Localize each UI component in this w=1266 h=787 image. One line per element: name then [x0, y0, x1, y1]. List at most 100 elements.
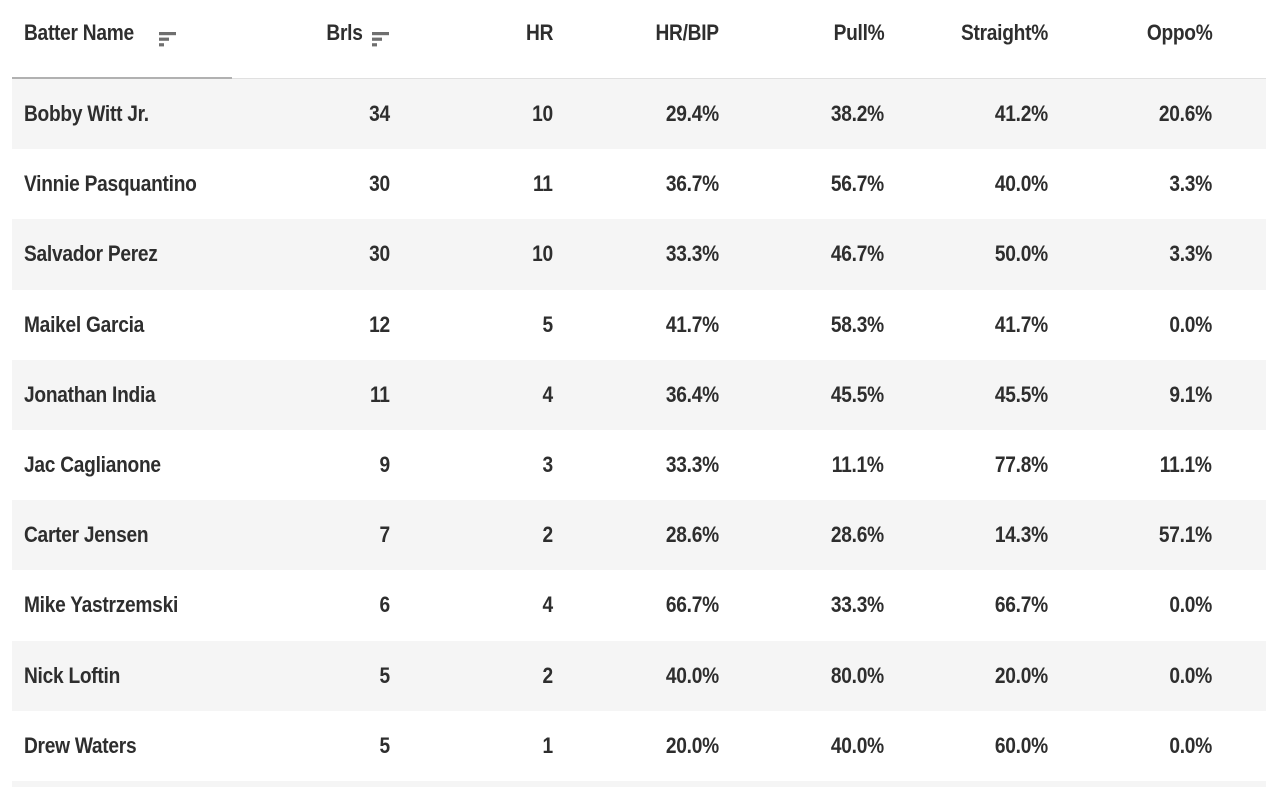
- stat-cell: 20.0%: [884, 663, 1048, 689]
- sort-icon: [159, 26, 177, 46]
- cell-value: 29.4%: [666, 101, 719, 127]
- column-header-oppo-pct[interactable]: Oppo%: [1048, 0, 1212, 47]
- cell-value: 14.3%: [995, 522, 1048, 548]
- stat-cell: 33.3%: [553, 452, 719, 478]
- cell-value: 34: [369, 101, 390, 127]
- batter-name-cell: Mike Yastrzemski: [12, 592, 232, 618]
- cell-value: 41.7%: [995, 311, 1048, 337]
- table-row: Drew Waters 5 1 20.0% 40.0% 60.0% 0.0%: [12, 710, 1266, 781]
- cell-value: 5: [379, 732, 391, 758]
- cell-value: 57.1%: [1159, 522, 1212, 548]
- cell-value: 36.7%: [666, 171, 719, 197]
- cell-value: 28.6%: [831, 522, 884, 548]
- stat-cell: 3.3%: [1048, 241, 1212, 267]
- cell-value: Bobby Witt Jr.: [24, 101, 149, 127]
- cell-value: 33.3%: [831, 592, 884, 618]
- table-row: Nick Loftin 5 2 40.0% 80.0% 20.0% 0.0%: [12, 640, 1266, 711]
- stat-cell: 40.0%: [553, 663, 719, 689]
- stat-cell: 33.3%: [553, 241, 719, 267]
- batter-name-cell: Nick Loftin: [12, 663, 232, 689]
- cell-value: 50.0%: [995, 241, 1048, 267]
- batter-name-cell: Bobby Witt Jr.: [12, 101, 232, 127]
- table-row: Jac Caglianone 9 3 33.3% 11.1% 77.8% 11.1%: [12, 429, 1266, 501]
- column-header-label: Straight%: [961, 20, 1048, 45]
- column-header-hr-bip[interactable]: HR/BIP: [553, 0, 720, 47]
- cell-value: 45.5%: [831, 381, 884, 407]
- batter-name-cell: Jac Caglianone: [12, 452, 232, 478]
- cell-value: 3.3%: [1169, 171, 1212, 197]
- stat-cell: 11.1%: [719, 452, 884, 478]
- batter-name-cell: Salvador Perez: [12, 241, 232, 267]
- cell-value: 3: [542, 452, 554, 478]
- stat-cell: 34: [232, 101, 390, 127]
- stat-cell: 7: [232, 522, 391, 548]
- cell-value: 5: [542, 311, 554, 337]
- cell-value: 11.1%: [832, 452, 884, 478]
- stat-cell: 1: [390, 733, 554, 759]
- stat-cell: 3: [390, 452, 554, 478]
- column-header-label: HR/BIP: [655, 20, 720, 45]
- cell-value: Carter Jensen: [24, 522, 149, 548]
- stat-cell: 5: [232, 663, 391, 689]
- stat-cell: 66.7%: [553, 592, 719, 618]
- column-header-straight-pct[interactable]: Straight%: [884, 0, 1048, 47]
- stat-cell: 11: [232, 382, 390, 408]
- column-header-pull-pct[interactable]: Pull%: [719, 0, 884, 47]
- batter-name-cell: Carter Jensen: [12, 522, 232, 548]
- cell-value: 41.7%: [666, 311, 719, 337]
- batter-name-cell: Maikel Garcia: [12, 312, 232, 338]
- cell-value: 40.0%: [995, 171, 1048, 197]
- stat-cell: 57.1%: [1048, 522, 1212, 548]
- stat-cell: 29.4%: [553, 101, 719, 127]
- stat-cell: 77.8%: [884, 452, 1048, 478]
- batter-name-cell: Drew Waters: [12, 733, 232, 759]
- cell-value: 12: [369, 311, 390, 337]
- batter-name-cell: Vinnie Pasquantino: [12, 171, 232, 197]
- cell-value: 33.3%: [666, 241, 719, 267]
- stat-cell: 5: [390, 311, 554, 338]
- cell-value: 11: [533, 171, 553, 197]
- stat-cell: 4: [390, 381, 554, 408]
- cell-value: 33.3%: [666, 452, 719, 478]
- cell-value: 10: [532, 101, 553, 127]
- cell-value: 46.7%: [831, 241, 884, 267]
- cell-value: 56.7%: [831, 171, 884, 197]
- cell-value: 6: [379, 592, 391, 618]
- column-header-brls[interactable]: Brls: [232, 0, 390, 47]
- cell-value: 80.0%: [831, 662, 884, 688]
- stat-cell: 11.1%: [1048, 452, 1212, 478]
- cell-value: 4: [542, 381, 554, 407]
- cell-value: 40.0%: [666, 662, 719, 688]
- cell-value: Nick Loftin: [24, 662, 121, 688]
- stat-cell: 40.0%: [719, 733, 884, 759]
- cell-value: 2: [542, 662, 554, 688]
- stat-cell: 80.0%: [719, 663, 884, 689]
- cell-value: 66.7%: [995, 592, 1048, 618]
- stat-cell: 56.7%: [719, 171, 884, 197]
- stat-cell: 66.7%: [884, 592, 1048, 618]
- cell-value: 0.0%: [1169, 732, 1212, 758]
- stat-cell: 4: [390, 592, 554, 618]
- stat-cell: 20.6%: [1048, 101, 1212, 127]
- first-column-underline: [12, 77, 232, 79]
- column-header-label: Oppo%: [1146, 20, 1212, 45]
- stat-cell: 46.7%: [719, 241, 884, 267]
- cell-value: 10: [532, 241, 553, 267]
- stat-cell: 50.0%: [884, 241, 1048, 267]
- cell-value: 0.0%: [1169, 311, 1212, 337]
- column-header-hr[interactable]: HR: [390, 0, 553, 47]
- stat-cell: 38.2%: [719, 101, 884, 127]
- cell-value: 66.7%: [666, 592, 719, 618]
- column-header-label: Pull%: [833, 20, 884, 45]
- stat-cell: 2: [390, 522, 554, 548]
- stat-cell: 33.3%: [719, 592, 884, 618]
- stat-cell: 0.0%: [1048, 733, 1212, 759]
- stat-cell: 41.2%: [884, 101, 1048, 127]
- stat-cell: 40.0%: [884, 171, 1048, 197]
- column-header-batter-name[interactable]: Batter Name: [12, 0, 232, 47]
- cell-value: 36.4%: [666, 381, 719, 407]
- stat-cell: 3.3%: [1048, 171, 1212, 197]
- stat-cell: 28.6%: [719, 522, 884, 548]
- column-header-label: HR: [525, 20, 553, 45]
- cell-value: 20.0%: [995, 662, 1048, 688]
